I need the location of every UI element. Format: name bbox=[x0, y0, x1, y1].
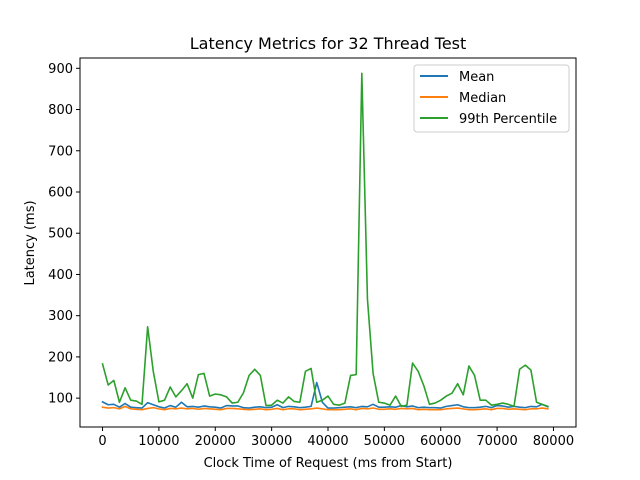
y-tick-label: 600 bbox=[48, 185, 73, 200]
x-tick-label: 50000 bbox=[364, 434, 405, 449]
x-tick-label: 10000 bbox=[138, 434, 179, 449]
y-tick-label: 400 bbox=[48, 268, 73, 283]
x-tick-label: 30000 bbox=[251, 434, 292, 449]
x-tick-label: 0 bbox=[98, 434, 106, 449]
y-tick-label: 300 bbox=[48, 309, 73, 324]
y-tick-label: 500 bbox=[48, 227, 73, 242]
legend-box bbox=[413, 64, 570, 133]
y-tick-label: 200 bbox=[48, 350, 73, 365]
x-axis-label: Clock Time of Request (ms from Start) bbox=[204, 456, 453, 471]
y-axis-label: Latency (ms) bbox=[23, 200, 38, 285]
plot-lines bbox=[101, 72, 549, 411]
x-tick-label: 60000 bbox=[420, 434, 461, 449]
x-tick-label: 80000 bbox=[533, 434, 574, 449]
x-tick-label: 70000 bbox=[476, 434, 517, 449]
x-axis-ticks: 0 10000 20000 30000 40000 50000 60000 70000 8000… bbox=[98, 427, 574, 449]
x-tick-label: 40000 bbox=[307, 434, 348, 449]
y-tick-label: 900 bbox=[48, 62, 73, 77]
y-tick-label: 100 bbox=[48, 392, 73, 407]
legend-label-mean: Mean bbox=[459, 70, 494, 85]
chart-title: Latency Metrics for 32 Thread Test bbox=[190, 34, 467, 53]
y-tick-label: 700 bbox=[48, 144, 73, 159]
series-line-mean bbox=[101, 381, 549, 409]
series-line-99th-percentile bbox=[101, 72, 549, 408]
series-line-median bbox=[101, 405, 549, 411]
legend-label-median: Median bbox=[459, 91, 506, 106]
legend-label-99th-percentile: 99th Percentile bbox=[459, 112, 557, 127]
y-tick-label: 800 bbox=[48, 103, 73, 118]
y-axis-ticks: 100 200 300 400 500 600 700 800 900 bbox=[48, 62, 80, 407]
legend: Mean Median 99th Percentile bbox=[413, 64, 570, 133]
x-tick-label: 20000 bbox=[195, 434, 236, 449]
